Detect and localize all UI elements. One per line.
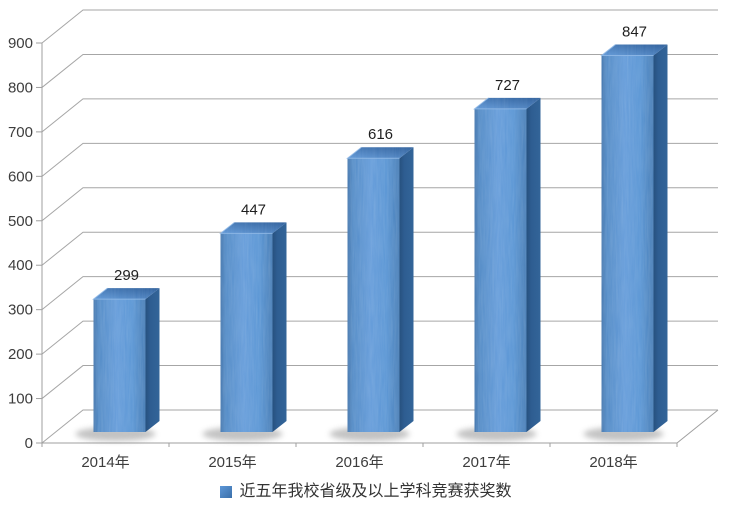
y-tick-label: 700 xyxy=(8,124,33,141)
bars-group xyxy=(75,44,668,441)
y-tick-label: 800 xyxy=(8,79,33,96)
bar-2016年[interactable] xyxy=(329,146,414,441)
bar-top-texture xyxy=(601,44,668,56)
bar-2018年[interactable] xyxy=(583,44,668,441)
chart-legend[interactable]: 近五年我校省级及以上学科竞赛获奖数 xyxy=(0,482,732,502)
gridlines-group: 0 100 200 300 400 500 600 700 800 900 xyxy=(8,9,718,452)
bar-front-texture xyxy=(601,55,654,433)
bar-side-face xyxy=(272,222,287,432)
bar-side-face xyxy=(653,44,668,433)
bar-top-texture xyxy=(474,97,541,109)
bar-front-texture xyxy=(220,233,273,432)
y-tick-label: 300 xyxy=(8,302,33,319)
y-tick-label: 400 xyxy=(8,257,33,274)
gridline-800 xyxy=(41,53,718,88)
bar-side-face xyxy=(145,288,160,432)
y-tick-label: 200 xyxy=(8,346,33,363)
bar-value-label: 447 xyxy=(241,201,266,218)
gridline-900 xyxy=(41,9,718,44)
bar-front-texture xyxy=(474,108,527,432)
y-tick-label: 0 xyxy=(25,435,33,452)
y-tick-label: 100 xyxy=(8,391,33,408)
bar-front-texture xyxy=(347,158,400,432)
bar-2014年[interactable] xyxy=(75,287,160,441)
bar-bevel-highlight xyxy=(473,97,527,110)
bar-value-label: 847 xyxy=(622,24,647,41)
data-labels-group: 299 447 616 727 847 xyxy=(114,24,647,285)
bar-2017年[interactable] xyxy=(456,97,541,441)
legend-label: 近五年我校省级及以上学科竞赛获奖数 xyxy=(239,483,512,500)
x-category-label: 2015年 xyxy=(208,454,256,471)
floor-right-edge xyxy=(676,409,719,444)
bar-side-face xyxy=(399,147,414,432)
legend-marker-icon xyxy=(220,486,233,498)
bar-value-label: 616 xyxy=(368,126,393,143)
bar-bevel-highlight xyxy=(219,221,273,234)
bar-bevel-highlight xyxy=(600,44,654,57)
x-category-label: 2017年 xyxy=(462,454,510,471)
axes-group: 2014年 2015年 2016年 2017年 2018年 xyxy=(41,43,719,471)
bar-front-texture xyxy=(93,299,146,432)
bar-top-texture xyxy=(347,147,414,159)
x-category-label: 2018年 xyxy=(589,454,637,471)
bar-side-face xyxy=(526,97,541,432)
x-category-label: 2016年 xyxy=(335,454,383,471)
bar-top-texture xyxy=(93,288,160,300)
x-category-label: 2014年 xyxy=(81,454,129,471)
bar-top-texture xyxy=(220,222,287,234)
y-tick-label: 900 xyxy=(8,35,33,52)
bar-value-label: 299 xyxy=(114,267,139,284)
bar-bevel-highlight xyxy=(92,287,146,300)
y-tick-label: 500 xyxy=(8,213,33,230)
bar-value-label: 727 xyxy=(495,77,520,94)
bar-2015年[interactable] xyxy=(202,221,287,441)
y-tick-label: 600 xyxy=(8,168,33,185)
bar-bevel-highlight xyxy=(346,146,400,159)
